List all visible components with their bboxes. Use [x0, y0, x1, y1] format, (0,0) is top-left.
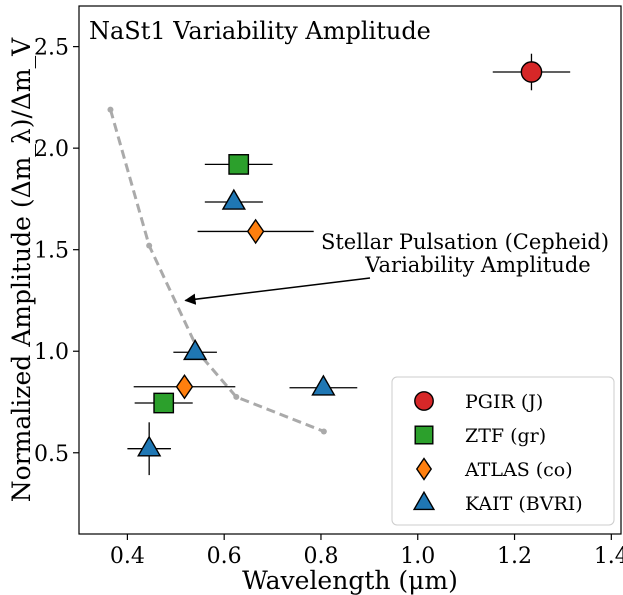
y-tick-label: 2.0	[34, 137, 69, 162]
x-tick-label: 1.0	[400, 544, 435, 569]
annotation-line-2: Variability Amplitude	[364, 253, 590, 277]
x-axis-ticks: 0.4 0.6 0.8 1.0 1.2 1.4	[110, 534, 623, 569]
plot-frame	[78, 5, 622, 535]
annotation-line-1: Stellar Pulsation (Cepheid)	[321, 230, 609, 254]
legend-marker-triangle	[412, 490, 436, 511]
reference-curve-layer	[107, 106, 327, 435]
legend-label: ATLAS (co)	[464, 459, 573, 481]
legend-marker-diamond	[415, 457, 433, 481]
legend-marker-circle	[414, 391, 434, 411]
x-tick-label: 0.6	[207, 544, 242, 569]
reference-curve-point	[320, 428, 327, 435]
data-point-diamond	[246, 218, 265, 245]
x-tick-label: 1.2	[497, 544, 532, 569]
reference-curve-point	[146, 242, 153, 249]
annotation-layer: Stellar Pulsation (Cepheid)Variability A…	[184, 230, 609, 305]
data-point-square	[228, 154, 250, 175]
legend-label: KAIT (BVRI)	[465, 493, 583, 515]
x-tick-label: 0.4	[110, 544, 145, 569]
data-point-triangle	[311, 374, 336, 396]
data-point-square	[153, 392, 175, 414]
reference-curve-line	[109, 109, 325, 433]
y-axis-label: Normalized Amplitude (Δm_λ)/Δm_V	[7, 37, 36, 502]
data-point-triangle	[221, 188, 246, 210]
y-tick-label: 2.5	[34, 36, 69, 61]
reference-curve-point	[233, 393, 240, 400]
x-axis-label: Wavelength (μm)	[242, 566, 458, 595]
chart-title: NaSt1 Variability Amplitude	[89, 17, 431, 45]
legend-box	[391, 376, 615, 526]
y-axis-ticks: 0.5 1.0 1.5 2.0 2.5	[34, 36, 79, 467]
legend-label: ZTF (gr)	[465, 425, 546, 447]
data-point-triangle	[183, 338, 208, 361]
y-tick-label: 0.5	[34, 442, 69, 467]
legend-marker-square	[414, 425, 434, 445]
legend: PGIR (J) ZTF (gr) ATLAS (co) KAIT (BVRI)	[391, 376, 615, 526]
y-tick-label: 1.0	[34, 340, 69, 365]
x-tick-label: 0.8	[303, 544, 338, 569]
data-point-triangle	[137, 435, 162, 457]
x-tick-label: 1.4	[594, 544, 623, 569]
legend-label: PGIR (J)	[465, 391, 543, 413]
reference-curve-point	[107, 106, 114, 113]
annotation-arrow	[184, 277, 371, 305]
data-point-layer	[137, 61, 543, 457]
data-point-circle	[520, 61, 543, 83]
data-point-diamond	[175, 373, 194, 400]
y-tick-label: 1.5	[34, 239, 69, 264]
